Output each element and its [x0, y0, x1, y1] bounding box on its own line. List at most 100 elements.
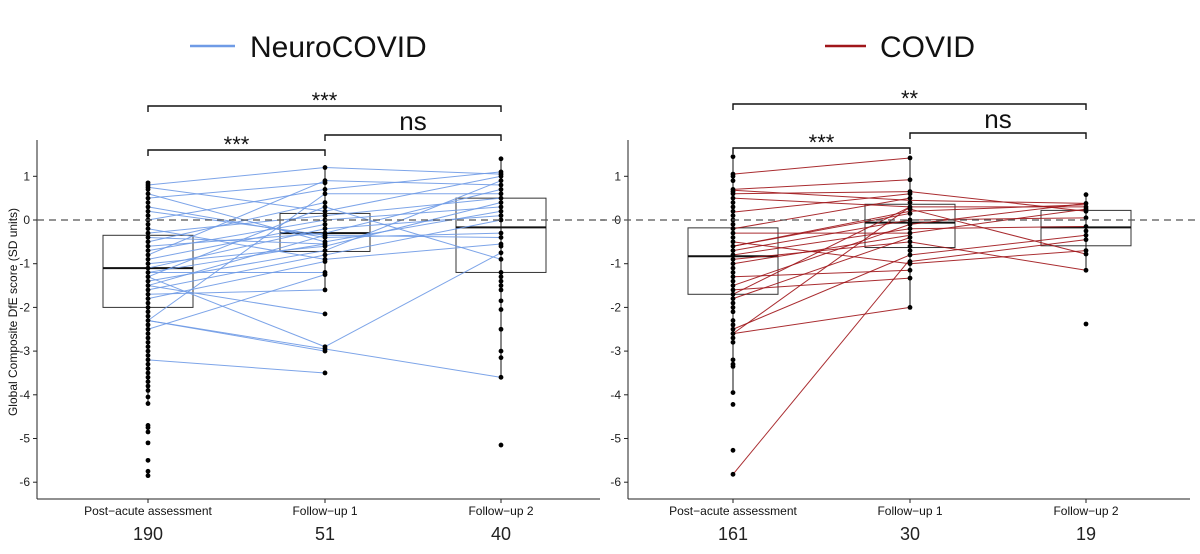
data-point — [498, 156, 504, 162]
data-point — [730, 208, 736, 214]
paired-line — [324, 252, 502, 348]
data-point — [1083, 248, 1089, 253]
data-point — [145, 213, 151, 219]
significance-label: ns — [399, 106, 426, 136]
data-point — [145, 239, 151, 245]
paired-line — [909, 239, 1087, 263]
paired-line — [147, 188, 326, 221]
x-tick-label: Follow−up 1 — [877, 504, 942, 518]
paired-line — [324, 210, 502, 243]
significance-label: ** — [901, 86, 919, 111]
data-point — [907, 217, 913, 223]
data-point — [730, 270, 736, 275]
data-point — [498, 182, 504, 188]
data-point — [145, 388, 151, 393]
significance-label: *** — [312, 88, 338, 113]
data-point — [145, 252, 151, 258]
data-point — [322, 311, 328, 317]
data-point — [730, 291, 736, 297]
data-point — [145, 331, 151, 337]
data-point — [907, 191, 913, 197]
paired-line — [324, 243, 502, 260]
data-point — [145, 335, 151, 341]
paired-line — [909, 226, 1087, 230]
data-point — [145, 401, 151, 406]
paired-line — [732, 219, 911, 252]
data-point — [730, 363, 736, 369]
significance-label: *** — [809, 130, 835, 155]
paired-line — [324, 180, 502, 252]
data-point — [322, 287, 328, 293]
data-point — [907, 239, 913, 245]
paired-line — [147, 250, 326, 282]
data-point — [145, 473, 151, 479]
paired-line — [147, 167, 326, 186]
data-point — [498, 200, 504, 205]
data-point — [498, 187, 504, 192]
data-point — [322, 259, 328, 264]
sample-size-label: 161 — [718, 524, 748, 544]
paired-line — [147, 243, 326, 273]
data-point — [730, 173, 736, 179]
paired-line — [147, 276, 326, 348]
paired-line — [732, 223, 911, 287]
paired-line — [732, 206, 911, 335]
data-point — [498, 274, 504, 280]
legend-label: COVID — [880, 31, 975, 64]
paired-line — [147, 228, 326, 260]
sample-size-label: 19 — [1076, 524, 1096, 544]
data-point — [145, 370, 151, 376]
data-point — [145, 457, 151, 463]
paired-line — [324, 219, 502, 256]
data-point — [145, 187, 151, 192]
x-tick-label: Post−acute assessment — [84, 504, 212, 518]
data-point — [730, 331, 736, 337]
x-tick-label: Post−acute assessment — [669, 504, 797, 518]
paired-line — [147, 261, 326, 300]
paired-line — [732, 306, 911, 335]
data-point — [498, 270, 504, 275]
data-point — [498, 235, 504, 240]
y-tick-label: -1 — [19, 257, 30, 271]
data-point — [145, 344, 151, 350]
paired-line — [147, 228, 326, 269]
data-point — [907, 243, 913, 249]
y-tick-label: -2 — [610, 300, 621, 314]
data-point — [730, 357, 736, 363]
data-point — [1083, 237, 1089, 243]
paired-line — [732, 189, 911, 201]
data-point — [145, 361, 151, 367]
data-point — [145, 357, 151, 363]
data-point — [145, 468, 151, 474]
y-tick-label: -4 — [19, 388, 30, 402]
data-point — [145, 379, 151, 385]
data-point — [1083, 267, 1089, 273]
data-point — [498, 307, 504, 312]
data-point — [730, 204, 736, 210]
data-point — [730, 305, 736, 310]
significance-bracket — [147, 105, 502, 112]
data-point — [730, 278, 736, 284]
data-point — [145, 309, 151, 315]
y-axis-label: Global Composite DfE score (SD units) — [6, 208, 20, 416]
x-tick-label: Follow−up 2 — [468, 504, 533, 518]
data-point — [322, 208, 328, 214]
paired-line — [732, 254, 911, 330]
data-point — [498, 243, 504, 249]
data-point — [730, 191, 736, 197]
data-point — [498, 250, 504, 256]
data-point — [730, 195, 736, 201]
data-point — [730, 390, 736, 396]
data-point — [907, 221, 913, 227]
data-point — [145, 313, 151, 319]
data-point — [1083, 192, 1089, 198]
data-point — [730, 252, 736, 258]
data-point — [730, 447, 736, 453]
data-point — [730, 274, 736, 280]
data-point — [730, 261, 736, 267]
data-point — [145, 429, 151, 435]
paired-line — [147, 186, 326, 212]
data-point — [145, 195, 151, 201]
data-point — [145, 191, 151, 197]
paired-line — [732, 191, 911, 195]
